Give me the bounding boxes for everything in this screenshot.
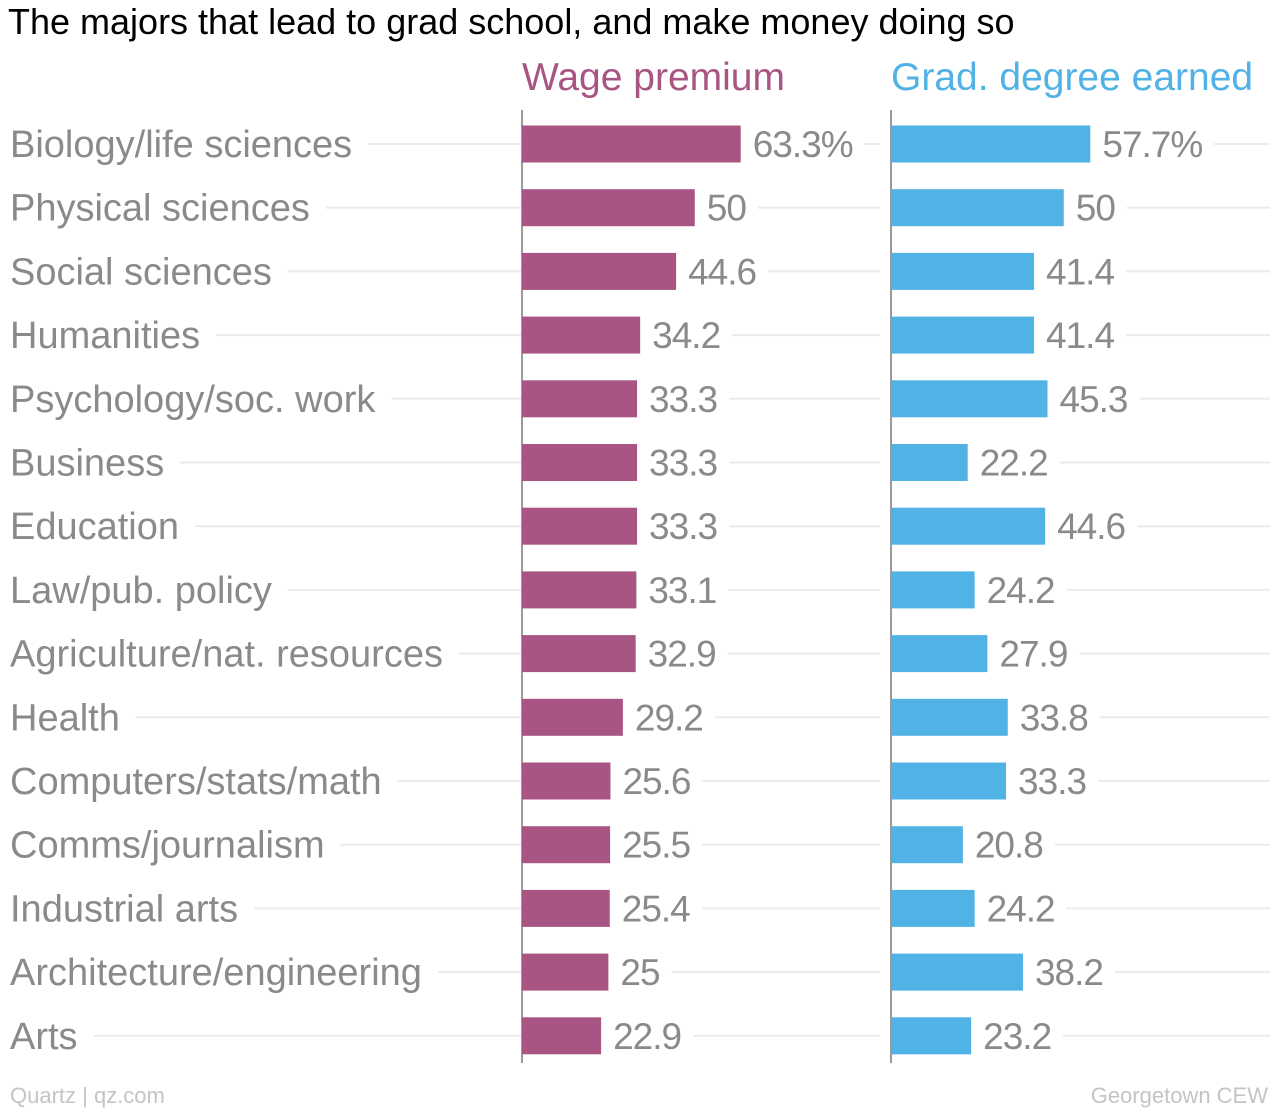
legend-label-1: Grad. degree earned: [891, 56, 1253, 99]
source-credit: Quartz | qz.com: [10, 1083, 165, 1108]
category-label: Arts: [10, 1016, 78, 1058]
bar: [891, 635, 988, 673]
bar: [522, 826, 611, 864]
category-label: Business: [10, 443, 164, 485]
bar: [522, 316, 641, 354]
bar: [891, 189, 1064, 227]
bar: [891, 125, 1091, 163]
bar: [522, 1017, 602, 1055]
bar: [891, 507, 1046, 545]
category-label: Education: [10, 506, 179, 548]
category-label: Humanities: [10, 315, 200, 357]
bar: [522, 889, 610, 927]
bar: [891, 444, 968, 481]
bar: [522, 189, 695, 227]
bar: [891, 953, 1023, 991]
bars: [522, 125, 1091, 1055]
bar: [891, 826, 963, 864]
category-label: Biology/life sciences: [10, 124, 352, 166]
data-label: 20.8: [975, 825, 1043, 866]
data-label: 34.2: [652, 315, 720, 356]
data-label: 63.3%: [753, 124, 853, 165]
bar: [891, 1017, 972, 1055]
source-note: Georgetown CEW: [1091, 1083, 1269, 1108]
data-label: 57.7%: [1102, 124, 1202, 165]
bar: [522, 252, 677, 290]
bar: [522, 698, 623, 736]
data-label: 25: [620, 952, 660, 993]
category-label: Physical sciences: [10, 188, 310, 230]
bar: [522, 444, 638, 481]
bar: [522, 762, 611, 800]
category-label: Architecture/engineering: [10, 952, 422, 994]
chart-title: The majors that lead to grad school, and…: [8, 1, 1015, 42]
data-label: 41.4: [1046, 251, 1114, 292]
bar: [522, 380, 638, 418]
bar: [522, 507, 638, 545]
data-label: 50: [707, 188, 747, 229]
bar: [891, 316, 1035, 354]
data-label: 33.3: [1018, 761, 1086, 802]
bar: [891, 571, 975, 609]
legend-label-0: Wage premium: [522, 56, 785, 99]
bar: [891, 889, 975, 927]
labels: Wage premium Grad. degree earned Biology/l…: [10, 56, 1253, 1058]
data-label: 24.2: [987, 888, 1055, 929]
data-label: 24.2: [987, 570, 1055, 611]
data-label: 33.3: [649, 506, 717, 547]
category-label: Law/pub. policy: [10, 570, 272, 612]
data-label: 25.6: [622, 761, 690, 802]
category-label: Computers/stats/math: [10, 761, 382, 803]
data-label: 27.9: [999, 634, 1067, 675]
data-label: 33.1: [648, 570, 716, 611]
bar: [891, 380, 1048, 418]
category-label: Industrial arts: [10, 888, 238, 930]
data-label: 33.3: [649, 443, 717, 484]
category-label: Psychology/soc. work: [10, 379, 376, 421]
data-label: 33.3: [649, 379, 717, 420]
bar: [891, 698, 1008, 736]
data-label: 50: [1076, 188, 1116, 229]
bar: [522, 125, 741, 163]
data-label: 33.8: [1020, 697, 1088, 738]
data-label: 38.2: [1035, 952, 1103, 993]
category-label: Social sciences: [10, 251, 272, 293]
category-label: Health: [10, 697, 120, 739]
data-label: 44.6: [688, 251, 756, 292]
data-label: 25.5: [622, 825, 690, 866]
bar: [522, 635, 636, 673]
bar: [891, 762, 1007, 800]
data-label: 23.2: [983, 1016, 1051, 1057]
data-label: 22.2: [980, 443, 1048, 484]
data-label: 41.4: [1046, 315, 1114, 356]
bar: [891, 252, 1035, 290]
data-label: 22.9: [613, 1016, 681, 1057]
data-label: 25.4: [622, 888, 690, 929]
category-label: Comms/journalism: [10, 825, 325, 867]
data-label: 29.2: [635, 697, 703, 738]
category-label: Agriculture/nat. resources: [10, 634, 443, 676]
bar: [522, 953, 609, 991]
data-label: 32.9: [648, 634, 716, 675]
data-label: 44.6: [1057, 506, 1125, 547]
bar: [522, 571, 637, 609]
data-label: 45.3: [1060, 379, 1128, 420]
